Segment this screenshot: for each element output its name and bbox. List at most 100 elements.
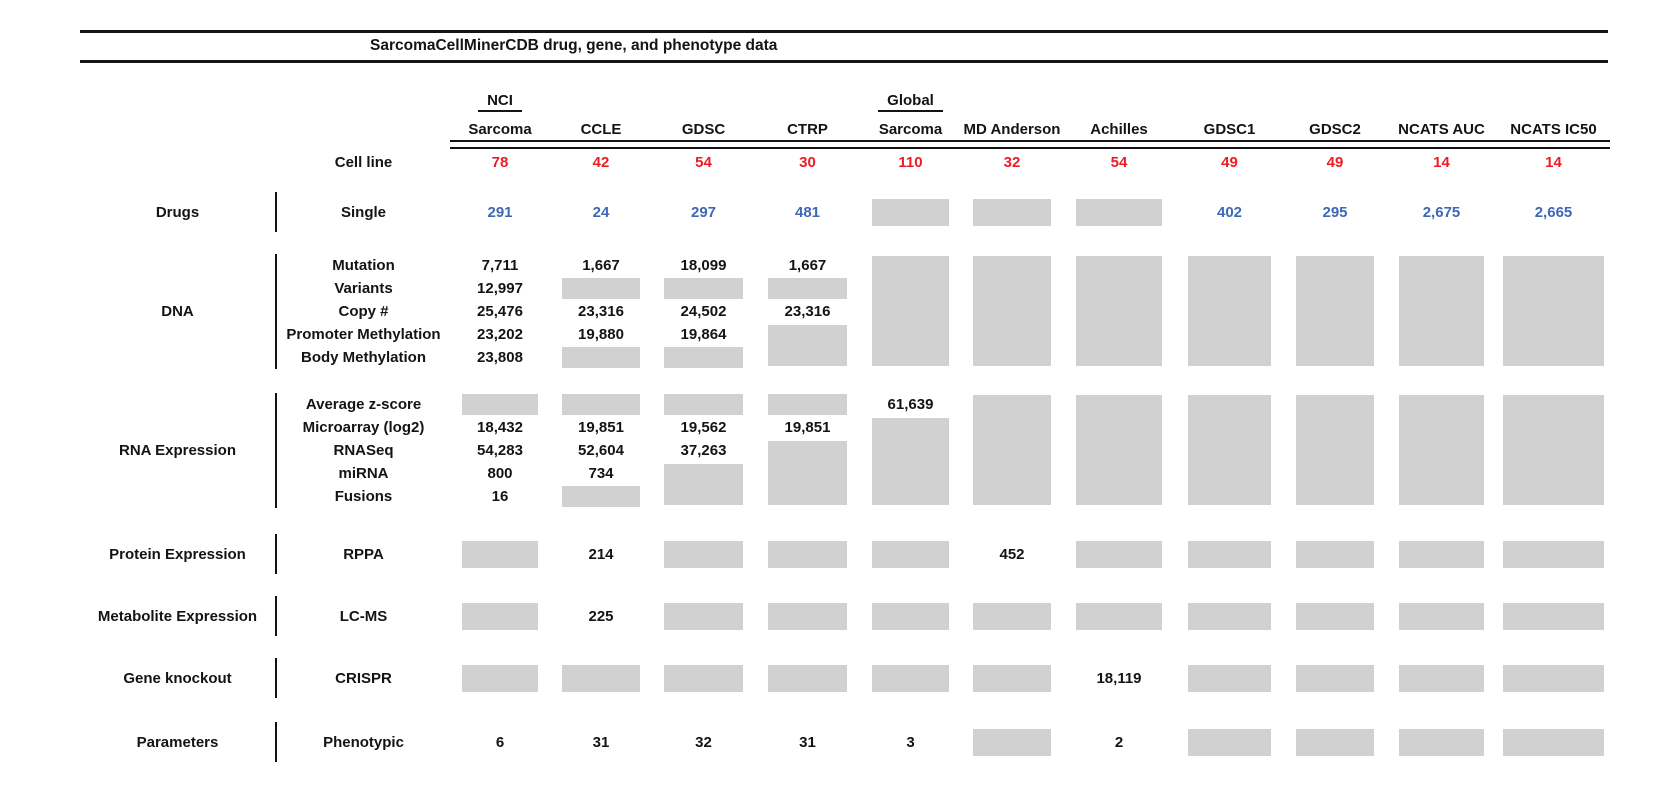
- missing-data-box: [767, 664, 848, 692]
- missing-data-box: [872, 418, 949, 505]
- missing-data-cell: [652, 277, 755, 300]
- column-header-row: NCI Sarcoma CCLE GDSC CTRP Global Sarcoma MD An…: [80, 88, 1610, 149]
- missing-data-box: [1399, 602, 1484, 630]
- column-header-top-ctrp-3: [755, 88, 860, 114]
- missing-data-cell: [961, 192, 1063, 232]
- missing-data-cell: [1386, 534, 1497, 574]
- value-cell: 18,119: [1096, 669, 1142, 687]
- group-label-gene-knockout: Gene knockout: [80, 658, 277, 698]
- cell-line-count: 14: [1545, 153, 1562, 171]
- value-cell: 32: [695, 733, 712, 751]
- group-label-metabolite-expression: Metabolite Expression: [80, 596, 277, 636]
- missing-data-box: [664, 347, 743, 368]
- missing-data-box: [664, 602, 743, 630]
- cell-line-label: Cell line: [334, 153, 393, 171]
- value-cell: 2,675: [1422, 203, 1461, 221]
- missing-data-box: [1296, 664, 1374, 692]
- missing-data-cell: [961, 722, 1063, 762]
- row-label-promoter-methylation: Promoter Methylation: [286, 326, 441, 343]
- value-cell: 24: [592, 203, 610, 221]
- missing-data-box: [1399, 540, 1484, 568]
- row-label-crispr: CRISPR: [335, 669, 392, 687]
- missing-data-box: [664, 464, 743, 505]
- value-cell: 225: [588, 607, 614, 625]
- missing-data-cell: [1175, 393, 1284, 508]
- row-label-lc-ms: LC-MS: [339, 607, 388, 625]
- missing-data-cell: [860, 416, 961, 508]
- missing-data-box: [1076, 395, 1162, 505]
- column-header-ctrp-3: CTRP: [787, 121, 828, 138]
- column-header-top-ncats-ic50-10: [1497, 88, 1610, 114]
- missing-data-cell: [1175, 596, 1284, 636]
- value-cell: 19,880: [578, 326, 624, 343]
- missing-data-cell: [755, 323, 860, 369]
- missing-data-box: [1502, 728, 1605, 756]
- value-cell: 19,851: [578, 419, 624, 436]
- missing-data-cell: [450, 534, 550, 574]
- value-cell: 31: [799, 733, 816, 751]
- missing-data-box: [462, 664, 538, 692]
- cell-line-row: Cell line 78 42 54 30 110 32 54 49 49 14 14: [80, 146, 1610, 178]
- missing-data-cell: [755, 439, 860, 508]
- value-cell: 402: [1216, 203, 1243, 221]
- column-header-top-gdsc-2: [652, 88, 755, 114]
- value-cell: 23,808: [477, 349, 523, 366]
- missing-data-cell: [1497, 534, 1610, 574]
- missing-data-box: [872, 256, 949, 366]
- missing-data-box: [1502, 664, 1605, 692]
- missing-data-box: [1076, 540, 1162, 568]
- row-label-microarray-log2: Microarray (log2): [302, 419, 425, 436]
- group-label-protein-expression: Protein Expression: [80, 534, 277, 574]
- cell-line-count: 49: [1326, 153, 1344, 171]
- missing-data-cell: [1063, 596, 1175, 636]
- column-header-top-ncats-auc-9: [1386, 88, 1497, 114]
- missing-data-box: [1502, 395, 1605, 505]
- missing-data-box: [767, 441, 848, 505]
- value-cell: 18,432: [477, 419, 523, 436]
- value-cell: 19,562: [680, 419, 727, 436]
- value-cell: 1,667: [582, 257, 620, 274]
- row-label-copy: Copy #: [338, 303, 389, 320]
- missing-data-cell: [1497, 722, 1610, 762]
- missing-data-cell: [755, 393, 860, 416]
- value-cell: 23,316: [578, 303, 624, 320]
- missing-data-cell: [450, 393, 550, 416]
- cell-line-count: 54: [1110, 153, 1128, 171]
- missing-data-box: [767, 394, 848, 415]
- value-cell: 25,476: [477, 303, 523, 320]
- missing-data-cell: [1284, 534, 1386, 574]
- value-cell: 19,864: [680, 326, 727, 343]
- missing-data-box: [1296, 728, 1374, 756]
- cell-line-count: 14: [1433, 153, 1450, 171]
- column-header-top-achilles-6: [1063, 88, 1175, 114]
- column-header-gdsc1-7: GDSC1: [1203, 121, 1256, 138]
- value-cell: 23,316: [784, 303, 831, 320]
- value-cell: 54,283: [477, 442, 523, 459]
- missing-data-box: [767, 278, 848, 299]
- missing-data-cell: [1284, 658, 1386, 698]
- missing-data-box: [1399, 256, 1484, 366]
- column-header-ccle-1: CCLE: [580, 121, 622, 138]
- table-sections: Drugs Single 291 24 297 481 402 295 2,675 2,665 DN…: [80, 192, 1610, 762]
- missing-data-cell: [1386, 393, 1497, 508]
- column-header-sarcoma-0: Sarcoma: [468, 121, 532, 138]
- missing-data-cell: [652, 658, 755, 698]
- missing-data-box: [1188, 540, 1271, 568]
- missing-data-box: [973, 256, 1051, 366]
- column-header-top-gdsc2-8: [1284, 88, 1386, 114]
- missing-data-box: [973, 664, 1051, 692]
- missing-data-box: [767, 602, 848, 630]
- group-label-parameters: Parameters: [80, 722, 277, 762]
- missing-data-box: [1076, 198, 1162, 226]
- missing-data-box: [1076, 602, 1162, 630]
- missing-data-cell: [652, 596, 755, 636]
- column-header-ncats-auc-9: NCATS AUC: [1398, 121, 1485, 138]
- value-cell: 214: [588, 545, 614, 563]
- missing-data-cell: [755, 658, 860, 698]
- missing-data-cell: [1386, 596, 1497, 636]
- missing-data-cell: [550, 346, 652, 369]
- figure-title: SarcomaCellMinerCDB drug, gene, and phen…: [370, 37, 778, 54]
- group-label-dna: DNA: [80, 254, 277, 369]
- cell-line-count: 42: [592, 153, 610, 171]
- missing-data-box: [562, 394, 640, 415]
